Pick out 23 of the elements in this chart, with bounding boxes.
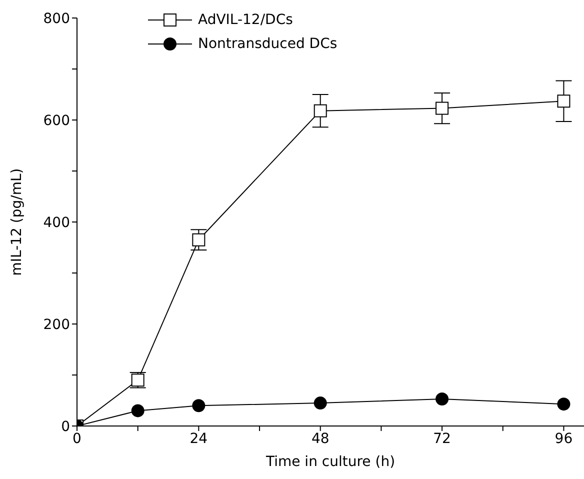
point bbox=[436, 392, 449, 406]
x-tick-label: 24 bbox=[190, 430, 208, 447]
x-tick-label: 72 bbox=[433, 430, 451, 447]
point bbox=[314, 396, 327, 410]
y-tick-label: 400 bbox=[43, 214, 70, 231]
x-tick-label: 48 bbox=[311, 430, 330, 447]
point bbox=[557, 398, 570, 411]
point bbox=[314, 104, 327, 118]
x-tick-label: 96 bbox=[554, 430, 573, 447]
y-tick-label: 800 bbox=[43, 10, 70, 27]
y-axis-title: mIL-12 (pg/mL) bbox=[8, 168, 25, 276]
point bbox=[557, 94, 570, 108]
y-tick-label: 0 bbox=[61, 418, 70, 435]
point bbox=[192, 233, 206, 246]
x-tick-label: 0 bbox=[72, 430, 82, 447]
point bbox=[131, 404, 144, 418]
legend-label: Nontransduced DCs bbox=[198, 35, 338, 54]
point bbox=[436, 102, 449, 115]
y-tick-label: 200 bbox=[43, 316, 70, 333]
point bbox=[192, 399, 206, 412]
legend-label: AdVIL-12/DCs bbox=[198, 11, 293, 30]
x-axis-title: Time in culture (h) bbox=[264, 454, 396, 470]
y-tick-label: 600 bbox=[43, 112, 70, 129]
